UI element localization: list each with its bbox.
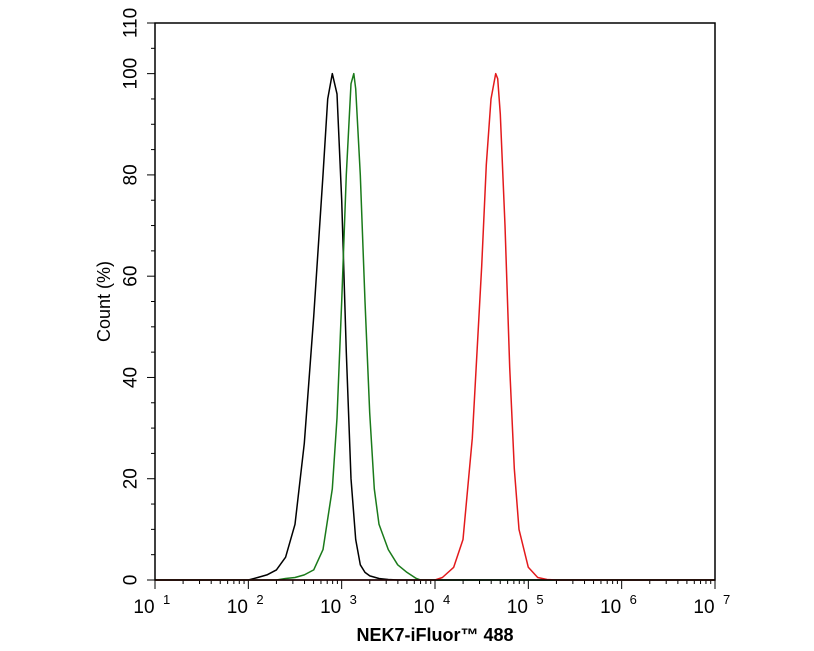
x-tick-exponent: 2 [256, 592, 263, 607]
y-tick-label: 20 [121, 468, 142, 489]
y-axis-ticks: 0 20 40 60 80 100 110 [121, 8, 155, 586]
x-tick-label: 10 [320, 597, 341, 618]
series-line-2 [155, 72, 715, 581]
y-tick-label: 40 [121, 367, 142, 388]
plot-frame [154, 22, 716, 581]
x-tick-exponent: 4 [443, 592, 450, 607]
y-axis-title: Count (%) [94, 261, 114, 342]
x-tick-label: 10 [693, 597, 714, 618]
series-layer [155, 72, 715, 581]
x-axis-ticks: 10 1 10 2 10 3 10 4 10 5 10 6 10 7 [133, 580, 730, 618]
y-tick-label: 100 [121, 58, 142, 90]
x-tick-exponent: 3 [350, 592, 357, 607]
x-tick-exponent: 7 [723, 592, 730, 607]
y-tick-label: 110 [121, 8, 142, 38]
series-line-1 [155, 72, 715, 581]
x-tick-exponent: 5 [536, 592, 543, 607]
series-line-3 [155, 72, 715, 581]
x-tick-label: 10 [600, 597, 621, 618]
x-tick-label: 10 [133, 597, 154, 618]
y-tick-label: 80 [121, 164, 142, 185]
x-tick-label: 10 [227, 597, 248, 618]
x-axis-title: NEK7-iFluor™ 488 [356, 625, 513, 645]
y-tick-label: 60 [121, 266, 142, 287]
y-tick-label: 0 [121, 575, 142, 586]
x-tick-exponent: 1 [163, 592, 170, 607]
x-tick-label: 10 [507, 597, 528, 618]
x-tick-label: 10 [413, 597, 434, 618]
x-tick-exponent: 6 [630, 592, 637, 607]
